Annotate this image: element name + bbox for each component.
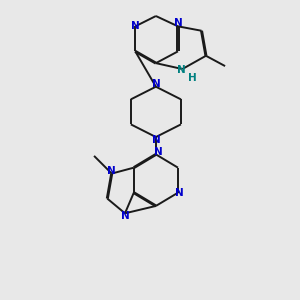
Text: N: N: [152, 135, 160, 145]
Text: N: N: [131, 21, 140, 31]
Text: H: H: [188, 73, 197, 83]
Text: N: N: [121, 211, 129, 221]
Text: N: N: [174, 18, 182, 28]
Text: N: N: [175, 188, 184, 198]
Text: N: N: [107, 166, 116, 176]
Text: N: N: [152, 79, 160, 89]
Text: N: N: [176, 65, 185, 76]
Text: N: N: [154, 147, 163, 157]
